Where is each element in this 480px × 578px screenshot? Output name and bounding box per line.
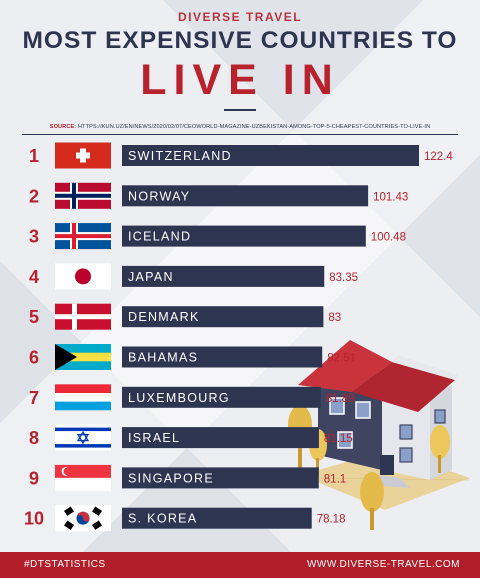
rank-label: 8 [29, 428, 39, 448]
title-divider [224, 109, 256, 111]
category-label: SWITZERLAND [128, 149, 232, 163]
source-line: SOURCE: HTTPS://KUN.UZ/EN/NEWS/2020/02/0… [0, 124, 480, 130]
rank-label: 2 [29, 186, 39, 206]
south-korea-flag-icon [55, 505, 111, 532]
denmark-flag-icon [55, 303, 111, 330]
category-label: DENMARK [128, 310, 200, 324]
value-label: 83.35 [329, 272, 358, 284]
category-label: S. KOREA [128, 512, 197, 526]
bar [122, 386, 321, 408]
rank-label: 5 [29, 307, 39, 327]
category-label: SINGAPORE [128, 471, 214, 485]
israel-flag-icon [55, 424, 111, 451]
bar-chart: 1 SWITZERLAND 122.4 2 NORWAY 101.43 3 ICELAND 10… [24, 142, 471, 532]
switzerland-flag-icon [55, 142, 111, 169]
rank-label: 7 [29, 388, 39, 408]
value-label: 81.1 [324, 473, 346, 485]
norway-flag-icon [55, 182, 111, 209]
value-label: 78.18 [317, 514, 346, 526]
bar [122, 225, 366, 247]
brand-name: DIVERSE TRAVEL [177, 10, 303, 24]
value-label: 83 [328, 312, 341, 324]
rank-label: 9 [29, 468, 39, 488]
value-label: 81.15 [324, 433, 353, 445]
rank-label: 10 [24, 509, 44, 529]
bar [122, 185, 369, 207]
category-label: NORWAY [128, 189, 190, 203]
value-label: 101.43 [373, 191, 408, 203]
value-label: 122.4 [424, 151, 453, 163]
category-label: JAPAN [128, 270, 174, 284]
page-title-line1: MOST EXPENSIVE COUNTRIES TO [22, 27, 458, 54]
bar [122, 145, 419, 166]
value-label: 82.51 [327, 353, 356, 365]
iceland-flag-icon [55, 223, 111, 250]
value-label: 81.89 [326, 393, 355, 405]
bar [122, 467, 319, 489]
bar [122, 427, 319, 449]
value-label: 100.48 [371, 232, 406, 244]
luxembourg-flag-icon [55, 384, 111, 411]
source-url[interactable]: HTTPS://KUN.UZ/EN/NEWS/2020/02/07/CEOWOR… [77, 124, 431, 130]
page-title-line2: LIVE IN [140, 56, 340, 104]
japan-flag-icon [55, 263, 111, 290]
category-label: LUXEMBOURG [128, 391, 230, 405]
bar [122, 265, 325, 287]
category-label: BAHAMAS [128, 351, 198, 365]
source-label: SOURCE: [49, 124, 77, 130]
bar [122, 346, 323, 368]
footer-website[interactable]: WWW.DIVERSE-TRAVEL.COM [306, 559, 460, 570]
category-label: ICELAND [128, 230, 191, 244]
rank-label: 3 [29, 227, 39, 247]
footer-bar: #DTSTATISTICS WWW.DIVERSE-TRAVEL.COM [0, 552, 480, 578]
singapore-flag-icon [55, 464, 111, 491]
source-divider [22, 134, 458, 135]
rank-label: 6 [29, 348, 39, 368]
footer-hashtag[interactable]: #DTSTATISTICS [24, 559, 106, 570]
bar [122, 507, 312, 529]
rank-label: 4 [29, 267, 39, 287]
rank-label: 1 [29, 146, 39, 166]
category-label: ISRAEL [128, 431, 180, 445]
bahamas-flag-icon [55, 344, 111, 370]
bar [122, 306, 324, 328]
